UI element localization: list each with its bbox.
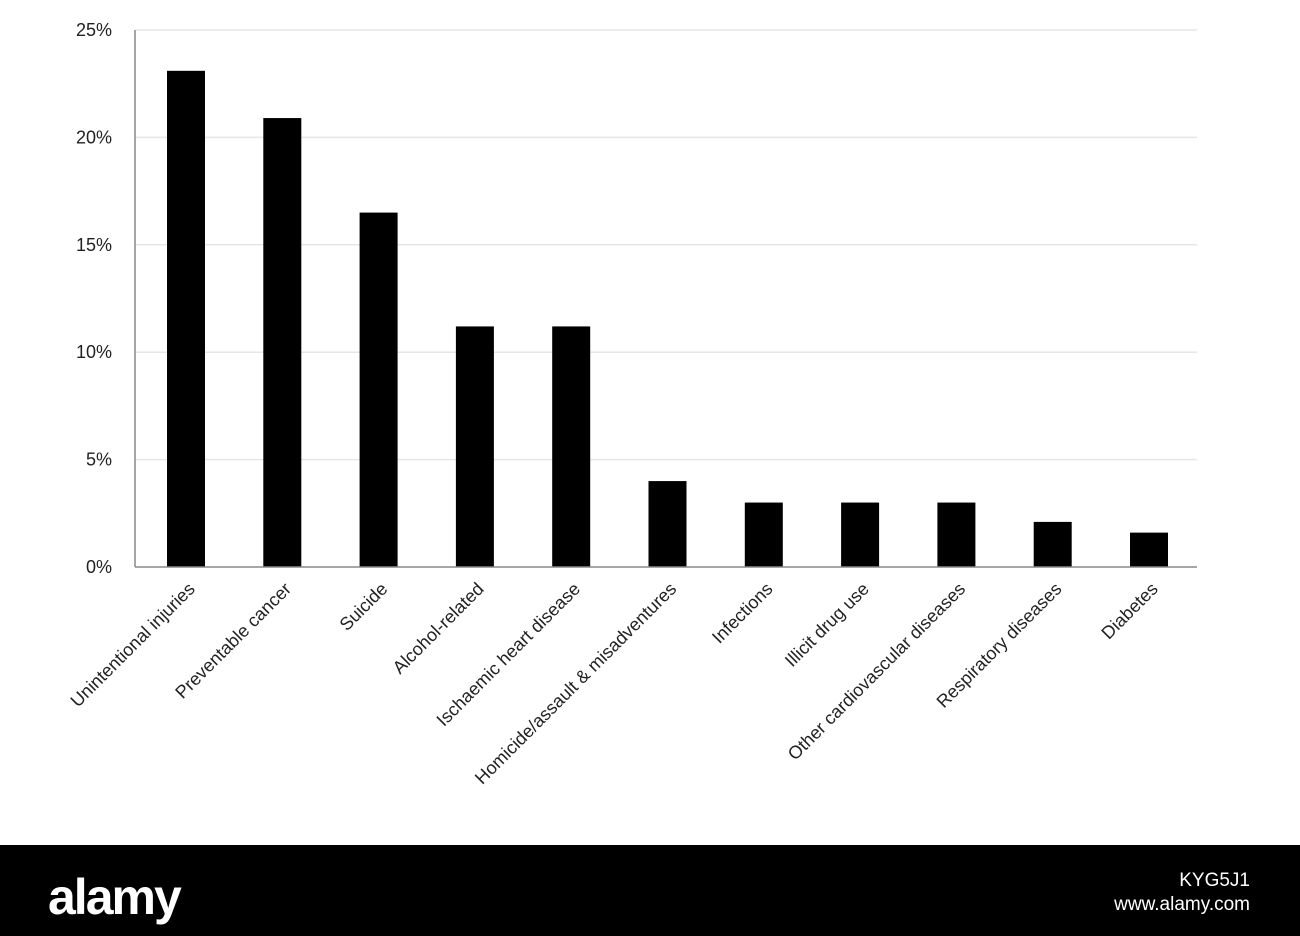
y-tick-label: 10% bbox=[76, 342, 112, 362]
y-tick-labels: 0% 5% 10% 15% 20% 25% bbox=[76, 20, 112, 577]
bar bbox=[937, 502, 976, 567]
category-label: Suicide bbox=[336, 579, 392, 635]
y-tick-label: 0% bbox=[86, 557, 112, 577]
bars bbox=[167, 70, 1168, 568]
chart-area: 0% 5% 10% 15% 20% 25% Unintentional injuries P… bbox=[66, 20, 1197, 789]
svg-text:alamy: alamy bbox=[48, 869, 182, 925]
image-id: KYG5J1 bbox=[1179, 870, 1250, 891]
bar bbox=[552, 326, 591, 567]
y-tick-label: 5% bbox=[86, 450, 112, 470]
bar bbox=[841, 502, 880, 567]
alamy-logo: alamy bbox=[48, 869, 184, 925]
y-tick-label: 25% bbox=[76, 20, 112, 40]
category-label: Illicit drug use bbox=[781, 579, 873, 671]
category-label: Alcohol-related bbox=[389, 579, 488, 678]
bar bbox=[263, 118, 302, 568]
bar bbox=[744, 502, 783, 567]
bar-chart: 0% 5% 10% 15% 20% 25% Unintentional injuriesP… bbox=[67, 20, 1197, 788]
bar bbox=[359, 212, 398, 567]
category-label: Infections bbox=[708, 579, 777, 648]
category-label: Homicide/assault & misadventures bbox=[471, 579, 680, 788]
watermark-bar bbox=[0, 845, 1300, 936]
category-label: Diabetes bbox=[1097, 579, 1161, 643]
watermark-url: www.alamy.com bbox=[1114, 894, 1250, 915]
bar bbox=[455, 326, 494, 567]
y-tick-label: 15% bbox=[76, 235, 112, 255]
axes bbox=[134, 30, 1197, 568]
bar bbox=[1130, 532, 1168, 567]
category-label: Other cardiovascular diseases bbox=[784, 579, 969, 764]
y-tick-label: 20% bbox=[76, 127, 112, 147]
bar bbox=[167, 70, 205, 567]
bar bbox=[648, 481, 687, 567]
bar bbox=[1033, 521, 1072, 567]
gridlines bbox=[135, 29, 1197, 461]
